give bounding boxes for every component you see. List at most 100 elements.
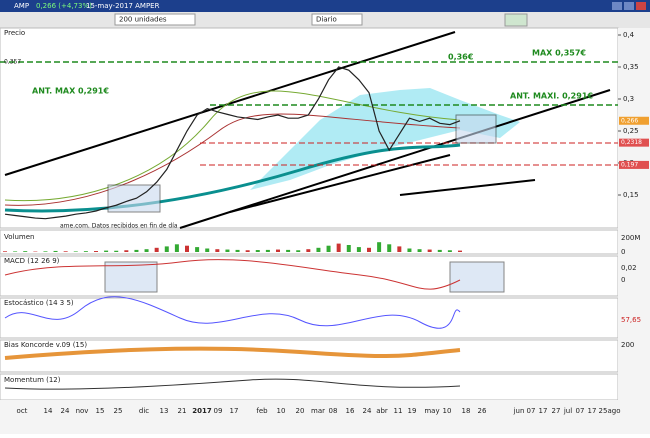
price-panel	[0, 28, 618, 228]
volume-bar	[134, 250, 138, 252]
x-tick-label: 17	[588, 407, 597, 415]
volume-bar	[337, 244, 341, 252]
price-tag-label: 0,266	[621, 117, 638, 124]
volume-bar	[458, 251, 462, 252]
volume-bar	[306, 249, 310, 252]
annotation: ANT. MAX 0,291€	[32, 87, 109, 96]
x-tick-label: 25	[114, 407, 123, 415]
volume-bar	[387, 244, 391, 252]
close-button[interactable]	[636, 2, 646, 10]
x-tick-label: 14	[44, 407, 53, 415]
x-tick-label: 11	[394, 407, 403, 415]
volume-bar	[84, 251, 88, 252]
highlight-box	[456, 115, 496, 143]
volume-bar	[74, 251, 78, 252]
volume-bar	[428, 250, 432, 252]
x-tick-label: abr	[376, 407, 388, 415]
x-tick-label: jul	[563, 407, 572, 415]
annotation: ANT. MAXI. 0,291€	[510, 92, 593, 101]
volume-bar	[43, 251, 47, 252]
momentum-panel	[0, 374, 618, 400]
x-tick-label: 15	[96, 407, 105, 415]
volume-bar	[104, 251, 108, 252]
highlight-box	[105, 262, 157, 292]
volume-bar	[448, 250, 452, 252]
volume-bar	[266, 250, 270, 252]
volume-bar	[296, 250, 300, 252]
left-value: 0,357	[4, 59, 21, 66]
x-tick-label: dic	[139, 407, 149, 415]
volume-bar	[145, 249, 149, 252]
y-tick-label: 200M	[621, 234, 640, 242]
volume-bar	[357, 247, 361, 252]
units: 200 unidades	[119, 16, 167, 24]
volume-bar	[225, 250, 229, 252]
volume-bar	[64, 251, 68, 252]
panel-label: Estocástico (14 3 5)	[4, 299, 74, 307]
volume-bar	[316, 248, 320, 252]
volume-bar	[236, 250, 240, 252]
volume-bar	[114, 251, 118, 252]
macd-panel	[0, 256, 618, 296]
minimize-button[interactable]	[612, 2, 622, 10]
volume-bar	[3, 251, 7, 252]
x-tick-label: mar	[311, 407, 325, 415]
x-tick-label: 17	[539, 407, 548, 415]
price-tag-label: 0,197	[621, 161, 638, 168]
panel-label: Bias Koncorde v.09 (15)	[4, 341, 87, 349]
volume-bar	[94, 251, 98, 252]
x-tick-label: nov	[76, 407, 89, 415]
panel-label: Volumen	[4, 233, 34, 241]
x-tick-label: 25	[599, 407, 608, 415]
y-tick-label: 0	[621, 248, 625, 256]
annotation: 0,36€	[448, 53, 474, 62]
volume-bar	[13, 251, 17, 252]
panel-label: Precio	[4, 29, 25, 37]
highlight-box	[450, 262, 504, 292]
volume-bar	[165, 246, 169, 252]
x-axis	[0, 400, 650, 434]
y-tick-label: 0,15	[623, 191, 639, 199]
chart-icon[interactable]	[505, 14, 527, 26]
quote: 0,266 (+4,73%)	[36, 2, 92, 10]
volume-bar	[124, 250, 128, 252]
volume-bar	[397, 246, 401, 252]
maximize-button[interactable]	[624, 2, 634, 10]
volume-bar	[215, 249, 219, 252]
x-tick-label: 24	[363, 407, 372, 415]
volume-bar	[205, 249, 209, 253]
volume-bar	[276, 250, 280, 252]
volume-bar	[347, 245, 351, 252]
volume-bar	[256, 250, 260, 252]
x-tick-label: 07	[576, 407, 585, 415]
x-tick-label: jun	[513, 407, 525, 415]
x-tick-label: 24	[61, 407, 70, 415]
x-tick-label: 07	[527, 407, 536, 415]
volume-bar	[54, 251, 58, 252]
volume-bar	[155, 248, 159, 252]
symbol: AMP	[14, 2, 29, 10]
date: 15-may-2017 AMPER	[86, 2, 160, 10]
x-tick-label: 27	[552, 407, 561, 415]
x-tick-label: 10	[277, 407, 286, 415]
x-tick-label: 08	[329, 407, 338, 415]
period: Diario	[316, 16, 337, 24]
axis-label: 0	[621, 276, 625, 284]
y-tick-label: 0,4	[623, 31, 635, 39]
volume-bar	[23, 251, 27, 252]
note: ame.com. Datos recibidos en fin de día	[60, 223, 178, 230]
panel-label: Momentum (12)	[4, 376, 61, 384]
x-tick-label: 10	[443, 407, 452, 415]
y-tick-label: 0,25	[623, 127, 639, 135]
tag: 57,65	[621, 316, 641, 324]
x-tick-label: may	[424, 407, 439, 415]
volume-bar	[246, 250, 250, 252]
stoch-panel	[0, 298, 618, 338]
volume-bar	[418, 249, 422, 252]
panel-label: MACD (12 26 9)	[4, 257, 60, 265]
price-tag-label: 0,2318	[621, 139, 642, 146]
x-tick-label: 09	[214, 407, 223, 415]
volume-bar	[438, 250, 442, 252]
koncorde-panel	[0, 340, 618, 372]
